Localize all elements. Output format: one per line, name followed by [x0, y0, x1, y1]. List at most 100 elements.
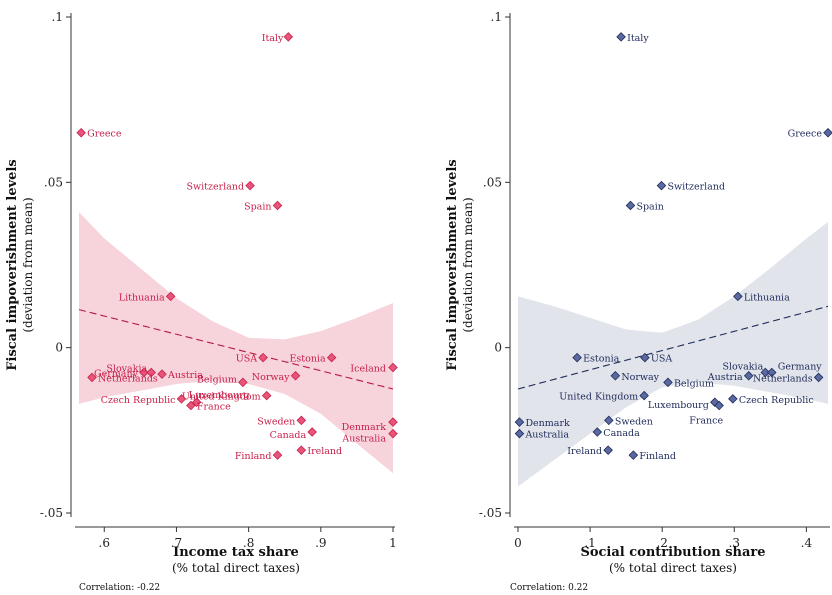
y-axis-subtitle: (deviation from mean) — [461, 197, 475, 332]
y-tick-label: .1 — [491, 10, 502, 24]
point-label: Finland — [235, 451, 272, 462]
point-label: Switzerland — [667, 182, 725, 193]
data-point — [139, 367, 149, 378]
data-point — [656, 180, 667, 191]
point-label: Australia — [341, 434, 386, 445]
data-point — [728, 394, 738, 404]
x-axis-title: Income tax share — [173, 545, 299, 560]
data-point — [87, 372, 97, 383]
data-point — [283, 32, 294, 42]
data-point — [710, 397, 720, 407]
x-tick-label: .4 — [801, 536, 813, 550]
point-label: Denmark — [525, 418, 570, 429]
data-point — [760, 367, 771, 378]
point-label: Sweden — [615, 416, 653, 427]
data-point — [628, 450, 639, 460]
point-label: Switzerland — [186, 182, 244, 193]
data-point — [714, 400, 724, 411]
data-point — [238, 377, 248, 388]
data-point — [261, 390, 272, 401]
point-label: Canada — [603, 428, 640, 439]
fit-line — [78, 309, 394, 390]
point-label: Spain — [244, 201, 271, 212]
data-point — [388, 362, 398, 373]
point-label: Norway — [621, 372, 659, 383]
data-point — [572, 352, 582, 363]
data-point — [610, 371, 621, 381]
point-label: Luxembourg — [189, 390, 250, 401]
point-label: Slovakia — [723, 361, 764, 372]
correlation-note: Correlation: -0.22 — [79, 583, 160, 593]
data-point — [307, 427, 317, 437]
point-label: Germany — [94, 368, 139, 379]
x-tick-label: .1 — [584, 536, 595, 550]
y-tick-label: .1 — [52, 10, 63, 24]
data-point — [176, 394, 187, 404]
data-point — [388, 428, 398, 439]
point-label: Germany — [778, 361, 823, 372]
point-label: Finland — [639, 451, 676, 462]
point-label: Ireland — [307, 446, 342, 457]
point-label: France — [689, 416, 723, 427]
point-label: Lithuania — [744, 292, 790, 303]
point-label: Estonia — [289, 354, 326, 365]
point-label: USA — [236, 354, 258, 365]
confidence-band — [518, 222, 828, 487]
point-label: Slovakia — [106, 363, 147, 374]
x-tick-label: .8 — [243, 536, 254, 550]
point-label: Ireland — [567, 446, 602, 457]
data-point — [616, 32, 626, 42]
y-tick-label: -.05 — [40, 506, 63, 520]
data-point — [272, 200, 283, 211]
chart-panel-1: -.05 0 .05 .1 .6 .7 .8 .9 1 Italy Greece Switzerlan… — [5, 10, 398, 593]
x-tick-label: .7 — [171, 536, 182, 550]
x-axis-title: Social contribution share — [580, 545, 765, 560]
x-tick-label: .3 — [729, 536, 740, 550]
point-label: Greece — [788, 129, 823, 140]
x-tick-label: 1 — [389, 536, 397, 550]
point-label: Belgium — [197, 374, 237, 385]
data-point — [76, 127, 86, 138]
point-label: Luxembourg — [648, 400, 709, 411]
y-tick-label: .05 — [483, 175, 502, 189]
data-point — [388, 417, 398, 427]
y-axis-title: Fiscal impoverishment levels — [445, 159, 460, 370]
fit-line — [517, 305, 829, 390]
point-label: Italy — [627, 33, 649, 44]
x-tick-label: .6 — [99, 536, 110, 550]
data-point — [663, 377, 673, 388]
point-label: Denmark — [342, 422, 387, 433]
point-label: Greece — [87, 129, 122, 140]
data-point — [186, 400, 196, 411]
data-point — [592, 427, 603, 437]
data-point — [326, 352, 337, 363]
y-tick-label: 0 — [494, 341, 502, 355]
data-point — [514, 417, 525, 427]
point-label: Australia — [524, 430, 569, 441]
confidence-band — [79, 212, 393, 474]
x-tick-label: 0 — [514, 536, 522, 550]
data-point — [813, 372, 824, 383]
point-label: Iceland — [350, 364, 386, 375]
point-label: Austria — [707, 372, 743, 383]
point-label: Canada — [270, 430, 307, 441]
point-label: Netherlands — [98, 373, 158, 384]
y-axis-subtitle: (deviation from mean) — [21, 197, 35, 332]
point-label: Netherlands — [753, 373, 813, 384]
data-point — [272, 450, 283, 460]
y-tick-label: -.05 — [479, 506, 502, 520]
point-label: United Kingdom — [182, 392, 261, 403]
y-axis-title: Fiscal impoverishment levels — [5, 159, 20, 370]
point-label: Austria — [167, 370, 203, 381]
data-point — [733, 291, 743, 302]
data-point — [296, 445, 307, 455]
data-point — [191, 397, 202, 407]
data-point — [603, 445, 613, 455]
data-point — [146, 367, 156, 378]
data-point — [258, 352, 268, 363]
correlation-note: Correlation: 0.22 — [510, 583, 588, 593]
data-point — [640, 352, 650, 363]
point-label: Czech Republic — [101, 395, 176, 406]
point-label: USA — [651, 354, 673, 365]
